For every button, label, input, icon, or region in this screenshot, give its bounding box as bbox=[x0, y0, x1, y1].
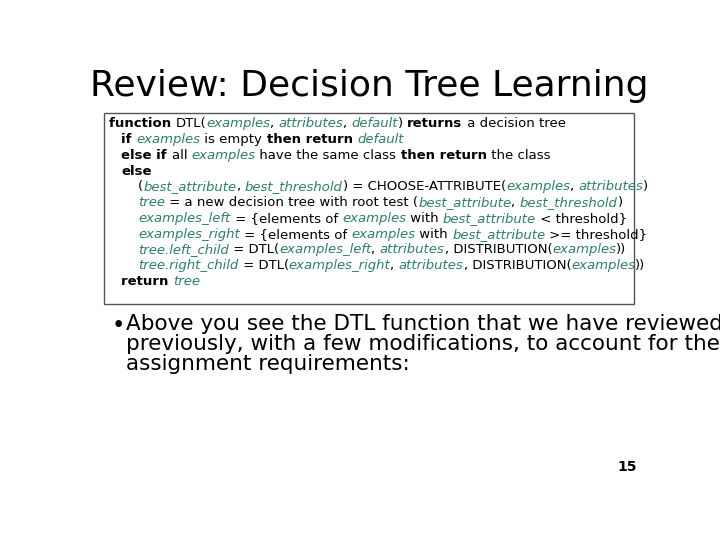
Text: , DISTRIBUTION(: , DISTRIBUTION( bbox=[444, 244, 552, 256]
Text: , DISTRIBUTION(: , DISTRIBUTION( bbox=[464, 259, 571, 272]
Text: default: default bbox=[351, 117, 398, 130]
Text: ,: , bbox=[511, 196, 520, 209]
Text: best_threshold: best_threshold bbox=[245, 180, 343, 193]
Text: ): ) bbox=[618, 196, 623, 209]
Text: < threshold}: < threshold} bbox=[536, 212, 627, 225]
Text: else: else bbox=[122, 165, 152, 178]
Text: = {elements of: = {elements of bbox=[240, 228, 351, 241]
Text: examples: examples bbox=[206, 117, 270, 130]
Text: •: • bbox=[112, 314, 125, 338]
Text: ,: , bbox=[372, 244, 380, 256]
Text: returns: returns bbox=[408, 117, 463, 130]
Text: examples: examples bbox=[552, 244, 616, 256]
Text: examples_left: examples_left bbox=[279, 244, 372, 256]
Text: ) = CHOOSE-ATTRIBUTE(: ) = CHOOSE-ATTRIBUTE( bbox=[343, 180, 506, 193]
Text: best_attribute: best_attribute bbox=[143, 180, 237, 193]
Text: assignment requirements:: assignment requirements: bbox=[126, 354, 410, 374]
Text: with: with bbox=[406, 212, 443, 225]
Text: = DTL(: = DTL( bbox=[238, 259, 289, 272]
Text: tree: tree bbox=[174, 275, 200, 288]
Text: examples_left: examples_left bbox=[138, 212, 230, 225]
Text: = {elements of: = {elements of bbox=[230, 212, 342, 225]
Text: ,: , bbox=[570, 180, 578, 193]
Text: with: with bbox=[415, 228, 452, 241]
Text: Above you see the DTL function that we have reviewed: Above you see the DTL function that we h… bbox=[126, 314, 720, 334]
Text: examples: examples bbox=[351, 228, 415, 241]
Text: attributes: attributes bbox=[578, 180, 643, 193]
FancyBboxPatch shape bbox=[104, 112, 634, 303]
Text: the class: the class bbox=[487, 148, 550, 162]
Text: ,: , bbox=[343, 117, 351, 130]
Text: examples: examples bbox=[571, 259, 635, 272]
Text: = DTL(: = DTL( bbox=[229, 244, 279, 256]
Text: is empty: is empty bbox=[200, 133, 266, 146]
Text: examples: examples bbox=[137, 133, 200, 146]
Text: ,: , bbox=[270, 117, 279, 130]
Text: DTL(: DTL( bbox=[176, 117, 206, 130]
Text: have the same class: have the same class bbox=[256, 148, 400, 162]
Text: else if: else if bbox=[122, 148, 171, 162]
Text: examples: examples bbox=[506, 180, 570, 193]
Text: a decision tree: a decision tree bbox=[462, 117, 566, 130]
Text: tree.right_child: tree.right_child bbox=[138, 259, 238, 272]
Text: examples: examples bbox=[192, 148, 256, 162]
Text: best_threshold: best_threshold bbox=[520, 196, 618, 209]
Text: Review: Decision Tree Learning: Review: Decision Tree Learning bbox=[90, 69, 648, 103]
Text: )): )) bbox=[635, 259, 645, 272]
Text: then return: then return bbox=[400, 148, 487, 162]
Text: best_attribute: best_attribute bbox=[452, 228, 546, 241]
Text: attributes: attributes bbox=[279, 117, 343, 130]
Text: tree.left_child: tree.left_child bbox=[138, 244, 229, 256]
Text: = a new decision tree with root test (: = a new decision tree with root test ( bbox=[166, 196, 418, 209]
Text: if: if bbox=[122, 133, 137, 146]
Text: return: return bbox=[122, 275, 174, 288]
Text: attributes: attributes bbox=[399, 259, 464, 272]
Text: ,: , bbox=[237, 180, 245, 193]
Text: (: ( bbox=[138, 180, 143, 193]
Text: examples: examples bbox=[342, 212, 406, 225]
Text: function: function bbox=[109, 117, 176, 130]
Text: 15: 15 bbox=[618, 461, 637, 475]
Text: then return: then return bbox=[266, 133, 357, 146]
Text: tree: tree bbox=[138, 196, 166, 209]
Text: ): ) bbox=[643, 180, 648, 193]
Text: default: default bbox=[357, 133, 404, 146]
Text: examples_right: examples_right bbox=[289, 259, 390, 272]
Text: best_attribute: best_attribute bbox=[443, 212, 536, 225]
Text: ,: , bbox=[390, 259, 399, 272]
Text: attributes: attributes bbox=[380, 244, 444, 256]
Text: >= threshold}: >= threshold} bbox=[546, 228, 647, 241]
Text: ): ) bbox=[398, 117, 408, 130]
Text: best_attribute: best_attribute bbox=[418, 196, 511, 209]
Text: )): )) bbox=[616, 244, 626, 256]
Text: examples_right: examples_right bbox=[138, 228, 240, 241]
Text: all: all bbox=[171, 148, 192, 162]
Text: previously, with a few modifications, to account for the: previously, with a few modifications, to… bbox=[126, 334, 719, 354]
